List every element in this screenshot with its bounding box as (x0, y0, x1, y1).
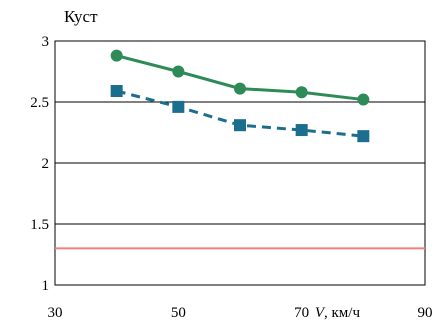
series-0-point-4 (357, 93, 370, 106)
grid (55, 40, 425, 286)
series-0-point-0 (110, 49, 123, 62)
series-1-point-2 (234, 119, 246, 132)
series-0-point-3 (295, 86, 308, 99)
y-tick-label-0: 1 (42, 278, 50, 294)
x-axis-label-unit: , км/ч (324, 305, 360, 321)
series-0-point-2 (234, 82, 246, 95)
x-tick-label-0: 30 (48, 305, 63, 321)
series-1-point-1 (172, 100, 185, 113)
series-1-point-0 (110, 85, 123, 98)
y-tick-label-4: 3 (42, 34, 50, 50)
y-tick-label-2: 2 (42, 156, 50, 172)
x-tick-label-3: 90 (418, 305, 433, 321)
x-axis-label-variable: V (315, 305, 326, 321)
series-1-point-4 (357, 130, 370, 143)
y-tick-label-1: 1.5 (30, 217, 49, 233)
x-tick-labels: 30 50 70 90 (48, 305, 433, 321)
series-group (110, 49, 370, 143)
y-tick-label-3: 2.5 (30, 95, 49, 111)
y-axis-label: Куст (64, 7, 98, 26)
x-tick-label-2: 70 (294, 305, 309, 321)
x-tick-label-1: 50 (171, 305, 186, 321)
series-0-point-1 (172, 65, 185, 78)
series-1-point-3 (295, 124, 308, 137)
x-axis-label: V, км/ч (315, 305, 361, 321)
y-tick-labels: 1 1.5 2 2.5 3 (30, 34, 49, 294)
